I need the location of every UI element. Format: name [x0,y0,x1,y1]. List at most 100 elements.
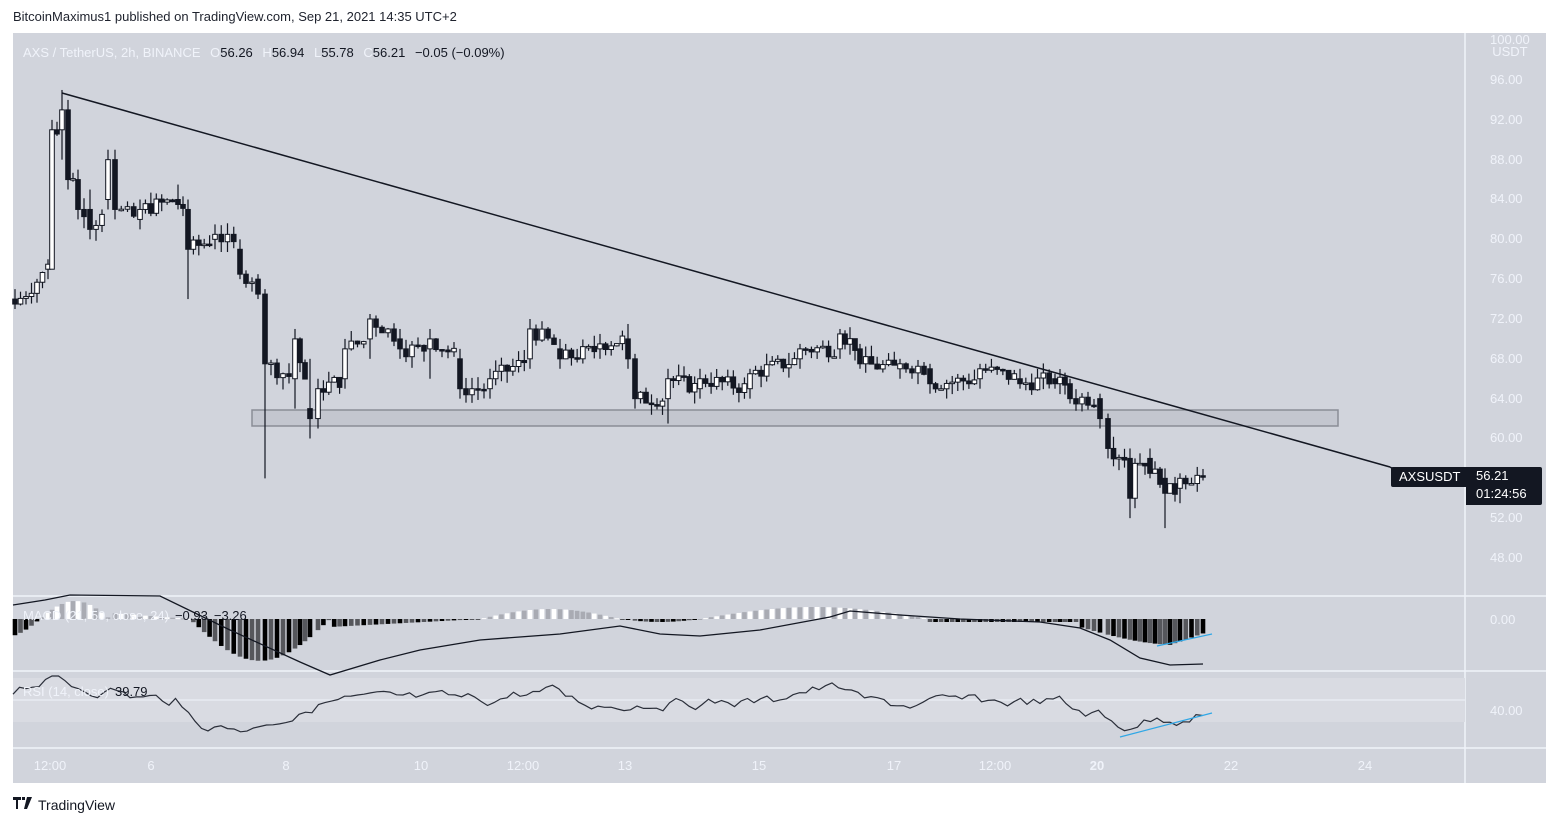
macd-histogram-bar [608,617,614,619]
price-tick: 68.00 [1490,350,1523,366]
macd-histogram-bar [504,613,510,619]
candle-down [521,360,528,364]
candle-down [736,387,742,393]
candle-up [597,343,603,350]
candle-down [175,198,181,205]
macd-histogram-bar [660,619,665,622]
macd-histogram-bar [280,619,286,656]
candle-up [70,178,76,181]
macd-histogram-bar [75,601,81,619]
time-tick: 20 [1089,758,1105,773]
time-tick: 24 [1357,758,1373,773]
candle-up [539,328,545,341]
candle-up [831,356,838,359]
time-tick: 17 [886,758,902,773]
macd-histogram-bar [586,612,591,619]
candle-down [857,348,863,365]
candle-up [608,345,615,351]
macd-histogram-bar [212,619,218,642]
tradingview-logo[interactable]: TradingView [13,796,115,813]
candle-down [708,382,714,387]
macd-histogram-bar [692,619,697,620]
macd-histogram-bar [185,618,191,620]
candle-down [439,349,445,352]
candle-up [837,333,843,350]
macd-histogram-bar [159,616,165,619]
macd-histogram-bar [1167,619,1173,645]
macd-histogram-bar [415,619,421,623]
candle-down [758,369,764,377]
candle-down [354,340,361,345]
macd-histogram-bar [1023,619,1029,622]
candle-down [373,318,379,328]
candle-down [842,333,848,345]
candle-up [280,373,286,379]
candle-up [880,364,886,370]
macd-histogram-bar [112,613,118,619]
macd-histogram-bar [1194,619,1200,636]
macd-histogram-bar [977,619,983,622]
candle-down [730,376,737,389]
candle-down [1073,398,1079,405]
macd-histogram-bar [809,607,814,619]
macd-histogram-bar [243,619,249,659]
candle-down [1052,378,1058,385]
currency-label: USDT [1492,44,1528,59]
change-value: −0.05 (−0.09%) [414,45,505,60]
candle-up [943,382,950,390]
macd-histogram-bar [1189,619,1194,638]
macd-histogram-bar [797,607,803,619]
candle-up [847,338,853,345]
candle-up [510,365,516,372]
candle-up [34,281,40,294]
candle-up [763,364,770,377]
candle-up [39,272,46,283]
candle-up [1177,477,1183,489]
macd-histogram-bar [148,616,154,619]
macd-histogram-bar [1029,619,1034,622]
candle-up [326,381,332,393]
macd-histogram-bar [654,619,660,622]
candle-up [342,348,348,380]
candle-up [451,347,457,353]
candle-up [659,400,666,407]
macd-histogram-bar [337,619,342,627]
macd-histogram-bar [175,618,181,620]
macd-histogram-bar [1172,619,1178,644]
macd-histogram-bar [23,619,29,630]
candle-up [786,364,792,369]
macd-histogram-bar [131,614,137,619]
macd-histogram-bar [105,617,111,619]
candle-down [632,358,638,400]
candle-down [686,376,693,393]
macd-legend: MACD (21, 50, close, 24) −0.93 −3.26 [23,608,247,623]
candle-down [286,373,292,377]
candle-down [982,368,989,371]
macd-histogram-bar [499,614,504,619]
candle-down [255,278,261,295]
macd-histogram-bar [671,619,676,622]
candle-down [1172,483,1178,495]
candle-down [1162,477,1168,494]
macd-histogram-bar [1073,619,1079,622]
time-tick: 13 [617,758,633,773]
macd-histogram-bar [457,619,463,621]
candle-up [747,373,753,390]
time-tick: 6 [147,758,155,773]
candle-up [1079,396,1085,405]
candle-up [1137,462,1143,466]
rsi-divergence-line [1119,712,1213,738]
candle-down [808,348,815,353]
macd-histogram-bar [1177,619,1183,642]
macd-histogram-bar [857,609,863,619]
macd-histogram-bar [708,617,714,619]
time-tick: 15 [751,758,767,773]
candle-down [391,328,397,342]
candle-up [1011,373,1018,380]
candle-up [797,348,803,360]
candle-up [619,335,626,345]
macd-histogram-bar [551,609,557,619]
macd-histogram-bar [831,607,837,619]
candle-down [433,338,439,351]
